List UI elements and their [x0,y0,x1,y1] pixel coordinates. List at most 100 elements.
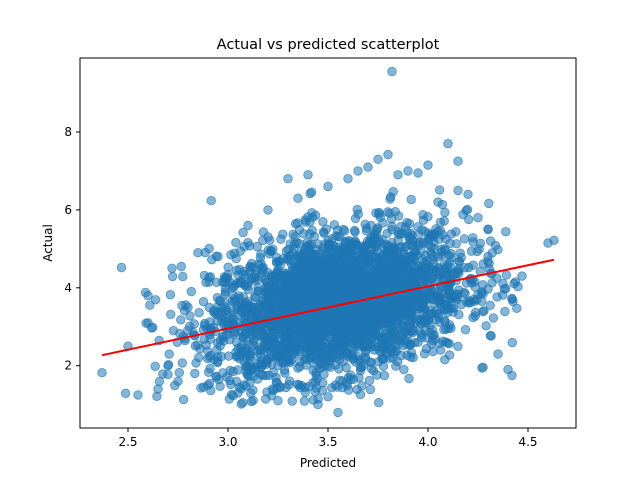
data-point [258,227,269,237]
data-point [186,286,197,297]
data-point [337,331,347,342]
data-point [363,261,374,272]
data-point [387,221,397,232]
data-point [281,347,291,358]
data-point [443,138,453,149]
data-point [323,324,333,334]
data-point [226,379,236,390]
data-point [422,256,432,266]
data-point [343,173,353,184]
data-point [232,305,242,315]
data-point [433,312,444,322]
data-point [329,278,339,289]
data-point [120,388,131,399]
data-point [333,407,343,418]
data-point [305,279,315,289]
data-point [468,237,478,247]
data-point [393,170,403,180]
data-point [332,258,343,268]
data-point [372,330,383,340]
data-point [295,361,305,372]
data-point [383,207,393,217]
data-point [446,323,456,333]
data-point [220,289,231,299]
data-point [406,352,416,362]
data-point [203,367,214,378]
data-point [247,305,258,315]
data-point [323,392,333,402]
data-point [267,359,277,370]
data-point [274,257,284,267]
data-point [375,212,386,222]
x-tick-label: 3.0 [218,435,237,449]
data-point [205,317,215,327]
data-point [403,166,413,176]
data-point [268,385,279,396]
data-point [394,254,405,264]
data-point [427,325,438,335]
data-point [414,261,424,271]
data-point [362,223,372,234]
data-point [458,209,468,220]
data-point [445,257,455,268]
data-point [174,368,185,378]
data-point [490,240,501,251]
data-point [239,266,249,277]
data-point [513,282,523,292]
data-point [116,262,127,273]
data-point [421,344,432,354]
data-point [349,281,360,291]
data-point [365,384,376,395]
data-point [387,66,397,77]
data-point [330,380,341,390]
data-point [439,296,450,306]
data-point [404,234,415,244]
data-point [499,284,509,294]
data-point [173,376,183,387]
data-point [440,337,451,347]
data-point [349,319,360,329]
data-point [373,154,383,165]
data-point [163,361,173,371]
data-point [439,216,449,226]
data-point [293,193,303,203]
data-point [379,370,390,381]
data-point [486,331,496,341]
data-point [418,215,429,225]
data-point [481,321,491,331]
data-point [300,215,310,225]
data-point [384,336,394,346]
data-point [312,245,322,255]
data-point [413,168,423,178]
data-point [356,253,367,263]
data-point [377,342,388,352]
data-point [178,394,189,405]
y-tick-label: 8 [64,125,72,139]
data-point [268,244,278,255]
data-point [453,156,463,166]
data-point [252,241,262,252]
y-axis-label: Actual [41,224,55,262]
data-point [478,306,488,317]
data-point [468,260,478,270]
data-point [302,299,312,310]
data-point [413,222,423,232]
data-point [260,287,271,298]
data-point [229,248,240,259]
data-point [313,274,323,284]
data-point [345,370,356,380]
data-point [406,194,416,205]
data-point [400,242,411,252]
data-point [283,255,293,265]
data-point [194,308,204,318]
data-point [368,366,379,376]
data-point [352,204,363,215]
data-point [367,287,378,298]
data-point [333,250,344,260]
data-point [183,302,193,313]
data-point [323,261,334,271]
data-point [374,397,384,408]
data-point [276,234,286,244]
data-point [299,396,310,406]
data-point [345,249,355,259]
